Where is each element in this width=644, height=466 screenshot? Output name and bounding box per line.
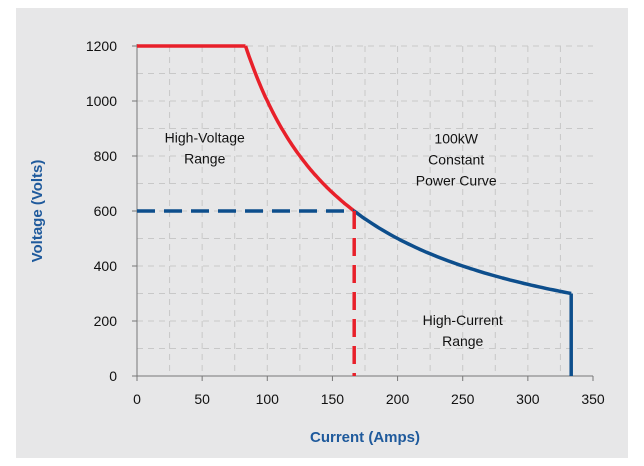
y-axis-title: Voltage (Volts) [29, 160, 46, 263]
annotation-line: High-Voltage [165, 129, 245, 145]
annotation-line: Constant [428, 152, 484, 168]
series-high-voltage-curve [243, 45, 356, 213]
y-tick-label: 400 [94, 258, 118, 274]
annotation-line: Range [184, 150, 225, 166]
y-tick-label: 800 [94, 148, 118, 164]
y-tick-label: 200 [94, 313, 118, 329]
x-tick-label: 0 [133, 391, 141, 407]
annotation-line: High-Current [423, 312, 503, 328]
annotation-high-voltage: High-Voltage Range [165, 129, 245, 166]
annotation-constant-power: 100kW Constant Power Curve [416, 131, 497, 189]
annotation-line: 100kW [434, 131, 478, 147]
x-tick-label: 250 [451, 391, 475, 407]
x-tick-label: 100 [256, 391, 280, 407]
annotation-line: Power Curve [416, 173, 497, 189]
chart-panel: 0 50 100 150 200 250 300 350 0 200 400 600 800 1000 12… [16, 8, 628, 458]
x-tick-label: 200 [386, 391, 410, 407]
annotation-line: Range [442, 333, 483, 349]
y-tick-label: 0 [109, 368, 117, 384]
annotation-high-current: High-Current Range [423, 312, 503, 349]
x-tick-label: 300 [516, 391, 540, 407]
x-tick-label: 50 [194, 391, 210, 407]
y-tick-label: 1200 [86, 38, 117, 54]
y-tick-label: 600 [94, 203, 118, 219]
voltage-current-chart: 0 50 100 150 200 250 300 350 0 200 400 600 800 1000 12… [29, 38, 605, 446]
y-tick-label: 1000 [86, 93, 117, 109]
x-axis-title: Current (Amps) [310, 429, 420, 446]
x-tick-label: 150 [321, 391, 345, 407]
series-high-current-curve [353, 209, 572, 296]
x-tick-label: 350 [581, 391, 605, 407]
